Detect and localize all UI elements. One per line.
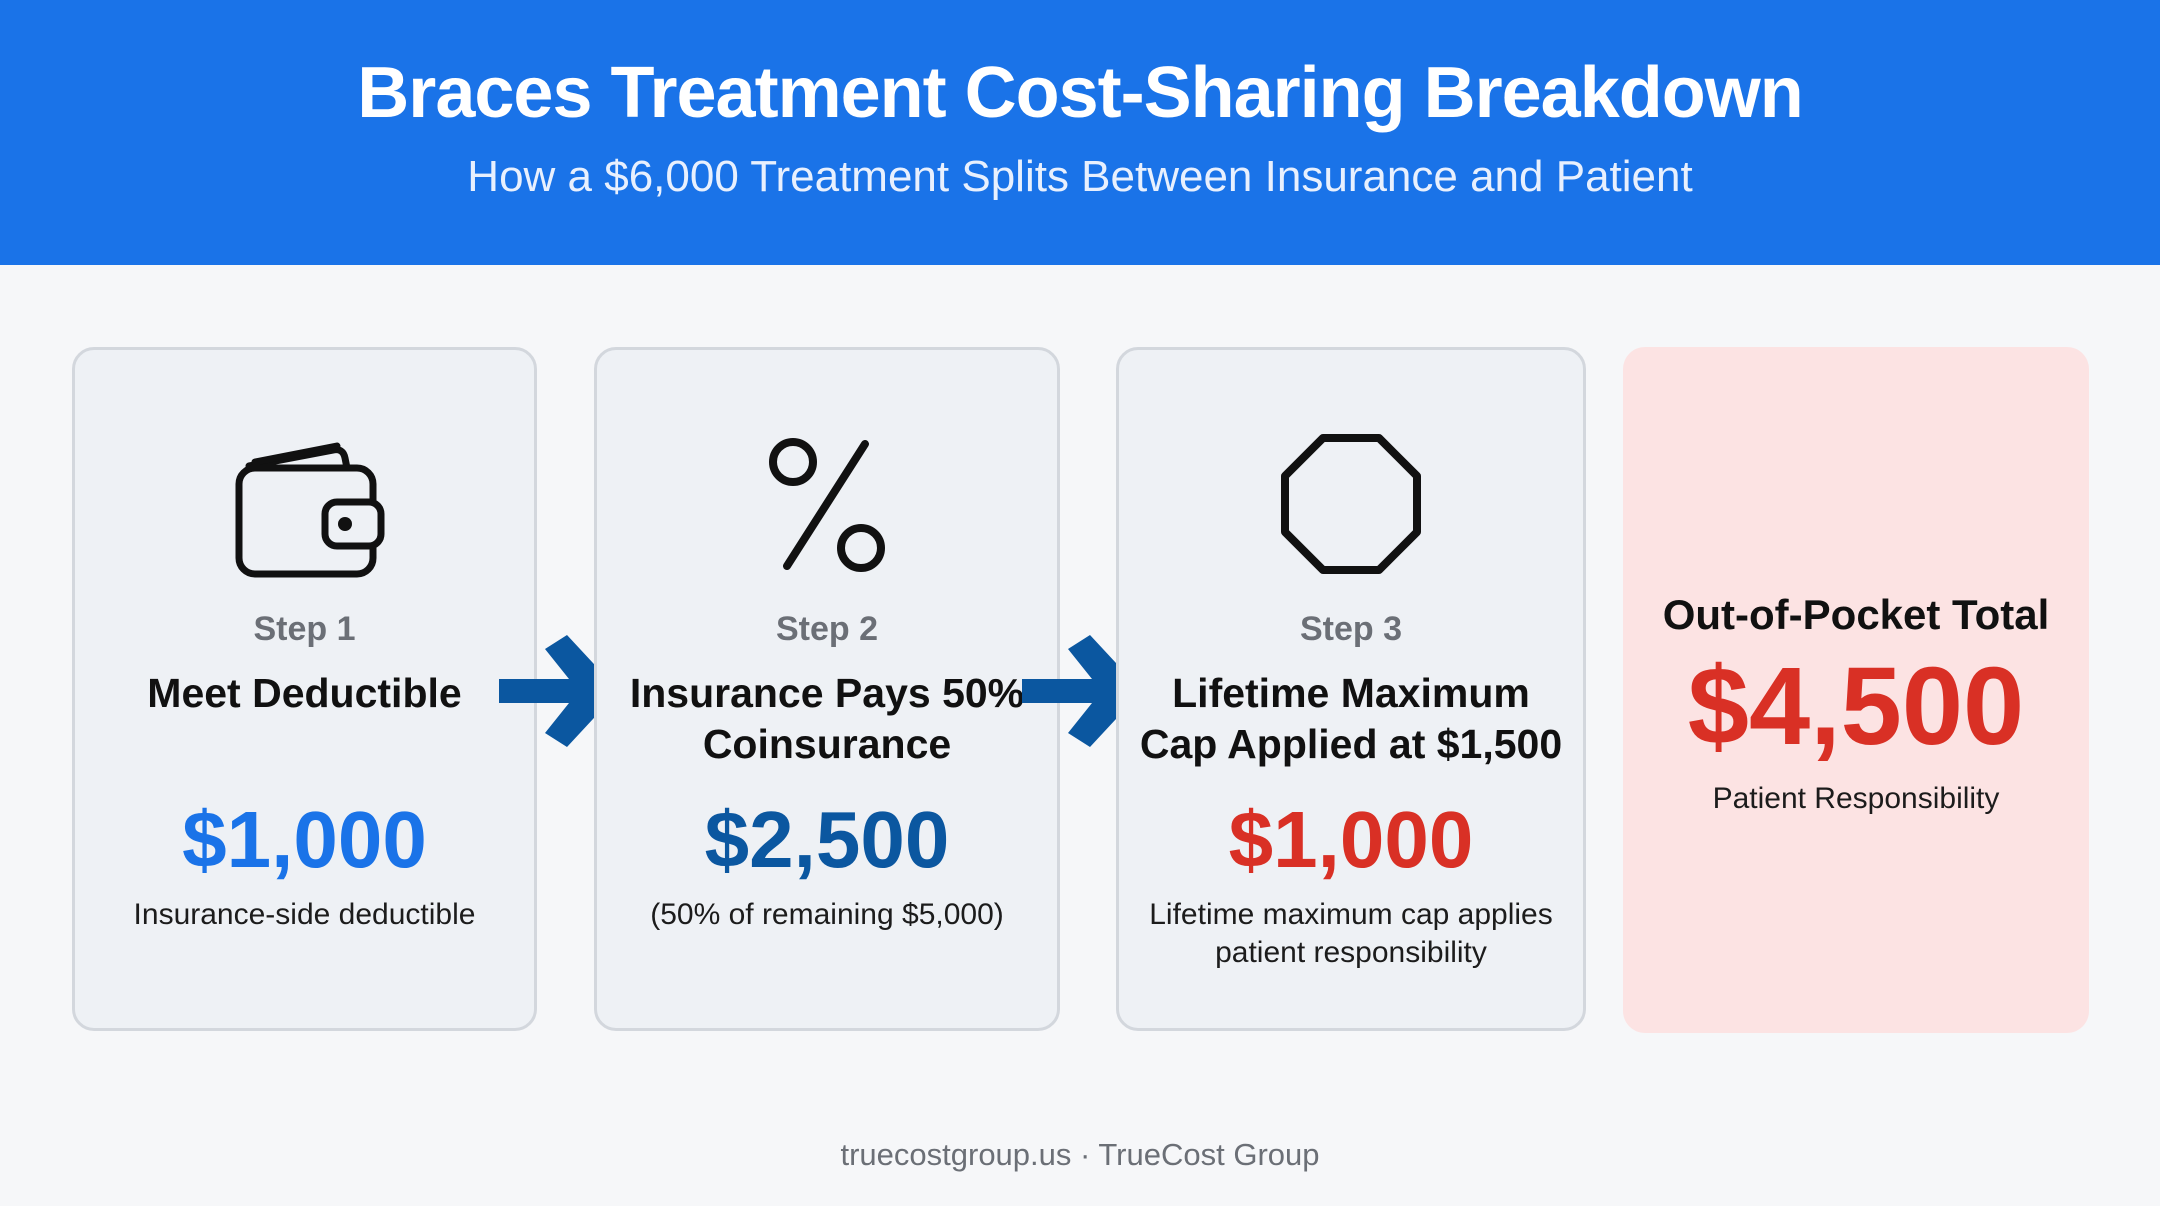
out-of-pocket-total-card: Out-of-Pocket Total $4,500 Patient Respo…	[1623, 347, 2089, 1033]
right-arrow-icon	[1020, 635, 1144, 747]
step-label: Step 3	[1299, 610, 1403, 648]
total-label: Out-of-Pocket Total	[1662, 591, 2050, 638]
page-subtitle: How a $6,000 Treatment Splits Between In…	[467, 152, 1693, 201]
total-value: $4,500	[1687, 645, 2025, 768]
total-sub-label: Patient Responsibility	[1712, 782, 2000, 815]
header-banner: Braces Treatment Cost-Sharing Breakdown …	[0, 0, 2160, 265]
step-label: Step 2	[775, 610, 879, 648]
step-heading: Lifetime Maximum Cap Applied at $1,500	[1139, 670, 1563, 767]
step-heading: Meet Deductible	[147, 670, 462, 716]
step-description: (50% of remaining $5,000)	[650, 898, 1004, 931]
wallet-icon	[225, 430, 385, 580]
percent-icon	[747, 430, 907, 580]
octagon-icon	[1271, 430, 1431, 580]
right-arrow-icon	[497, 635, 621, 747]
footer-credit: truecostgroup.us · TrueCost Group	[840, 1137, 1320, 1172]
step-amount: $1,000	[182, 795, 427, 884]
step-amount: $1,000	[1228, 795, 1474, 884]
step-amount: $2,500	[704, 795, 950, 884]
page-title: Braces Treatment Cost-Sharing Breakdown	[357, 53, 1803, 133]
step-description: Lifetime maximum cap applies patient res…	[1149, 898, 1553, 969]
step-description: Insurance-side deductible	[133, 898, 476, 931]
step-card-2: Step 2 Insurance Pays 50% Coinsurance $2…	[594, 347, 1060, 1031]
step-label: Step 1	[253, 610, 356, 648]
step-card-3: Step 3 Lifetime Maximum Cap Applied at $…	[1116, 347, 1586, 1031]
step-heading: Insurance Pays 50% Coinsurance	[629, 670, 1025, 767]
step-card-1: Step 1 Meet Deductible $1,000 Insurance-…	[72, 347, 537, 1031]
